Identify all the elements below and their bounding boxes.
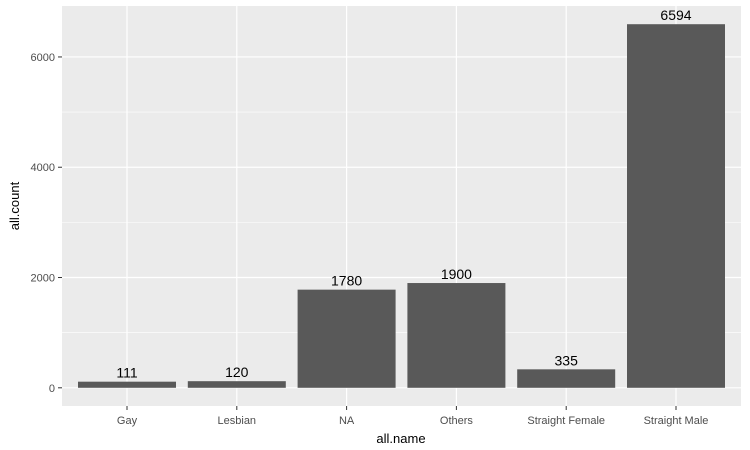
y-tick-label: 0 <box>49 383 55 395</box>
bar <box>187 381 286 388</box>
y-axis-title: all.count <box>7 181 22 230</box>
bar-value-label: 335 <box>555 352 579 368</box>
bar-value-label: 1900 <box>441 266 472 282</box>
bar <box>78 381 176 388</box>
bar-value-label: 111 <box>116 365 137 381</box>
x-axis: Gay Lesbian NA Others Straight Female Straigh… <box>117 406 709 427</box>
bar <box>297 289 396 388</box>
y-axis: 0 2000 4000 6000 <box>31 52 62 395</box>
x-tick-label: Lesbian <box>218 415 257 427</box>
y-tick-label: 6000 <box>31 52 55 64</box>
x-axis-title: all.name <box>376 431 425 446</box>
x-tick-label: Straight Female <box>527 415 605 427</box>
bar <box>407 283 506 388</box>
bar-value-label: 6594 <box>660 7 691 23</box>
bars-group <box>78 24 725 388</box>
x-tick-label: Straight Male <box>644 415 709 427</box>
bar <box>517 369 616 388</box>
x-tick-label: NA <box>339 415 355 427</box>
bar-value-label: 1780 <box>331 273 362 289</box>
x-tick-label: Gay <box>117 415 138 427</box>
bar <box>627 24 725 388</box>
y-tick-label: 2000 <box>31 273 55 285</box>
bar-value-label: 120 <box>225 364 249 380</box>
bar-labels-group: 111 120 1780 1900 335 6594 <box>116 7 691 380</box>
x-tick-label: Others <box>440 415 474 427</box>
y-tick-label: 4000 <box>31 162 55 174</box>
